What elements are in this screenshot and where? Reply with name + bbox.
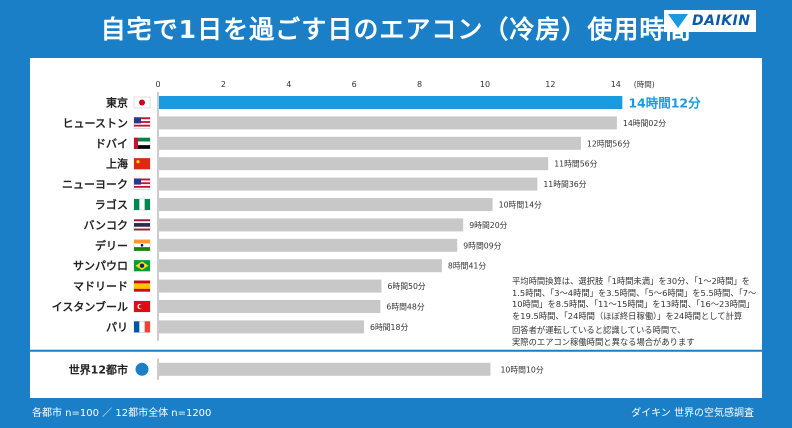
data-label-10: 6時間48分: [386, 303, 424, 312]
bar-0: [159, 96, 623, 109]
calculation-note-line: 平均時間換算は、選択肢「1時間未満」を30分、「1〜2時間」を: [512, 276, 750, 286]
perception-note: 回答者が運転していると認識している時間で、 実際のエアコン稼働時間と異なる場合があ…: [512, 325, 695, 348]
summary-bar: [159, 362, 491, 376]
x-tick-label-6: 12: [545, 80, 555, 89]
bar-10: [159, 300, 381, 313]
x-tick-label-2: 4: [286, 80, 291, 89]
perception-note-line: 回答者が運転していると認識している時間で、: [512, 325, 686, 335]
x-tick-label-7: 14: [611, 80, 621, 89]
flag-india-icon: [133, 239, 151, 252]
daikin-logo: DAIKIN: [664, 10, 756, 32]
x-tick-label-0: 0: [155, 80, 160, 89]
bar-5: [159, 198, 493, 211]
perception-note-line: 実際のエアコン稼働時間と異なる場合があります: [512, 336, 695, 347]
summary-label: 世界12都市: [69, 362, 128, 376]
header: 自宅で1日を過ごす日のエアコン（冷房）使用時間 DAIKIN: [0, 0, 792, 58]
category-label-2: ドバイ: [95, 137, 128, 150]
bar-2: [159, 136, 581, 150]
logo-text: DAIKIN: [692, 13, 751, 29]
page-title: 自宅で1日を過ごす日のエアコン（冷房）使用時間: [100, 15, 692, 44]
x-tick-label-4: 8: [417, 80, 422, 89]
data-label-11: 6時間18分: [370, 323, 408, 332]
flag-china-icon: [133, 157, 151, 170]
data-label-1: 14時間02分: [623, 119, 666, 128]
category-label-9: マドリード: [73, 280, 128, 293]
flag-japan-icon: [133, 96, 151, 109]
bar-6: [159, 218, 464, 232]
flag-turkey-icon: [133, 300, 151, 313]
x-tick-label-1: 2: [221, 80, 226, 89]
sample-size-note: 各都市 n=100 ／ 12都市全体 n=1200: [32, 408, 212, 419]
category-label-5: ラゴス: [95, 198, 128, 212]
category-label-8: サンパウロ: [73, 260, 128, 273]
data-label-6: 9時間20分: [469, 221, 507, 230]
flag-france-icon: [133, 321, 151, 333]
flag-nigeria-icon: [133, 198, 151, 211]
x-tick-label-3: 6: [352, 80, 357, 89]
category-label-4: ニューヨーク: [62, 178, 128, 191]
category-label-3: 上海: [106, 157, 128, 171]
daikin-logo-icon: [668, 14, 688, 28]
data-label-0: 14時間12分: [628, 96, 701, 111]
flag-usa-icon: [133, 178, 151, 190]
data-label-4: 11時間36分: [543, 180, 586, 189]
footer: 各都市 n=100 ／ 12都市全体 n=1200 ダイキン 世界の空気感調査: [0, 398, 792, 428]
bar-1: [159, 116, 617, 130]
bar-3: [159, 157, 549, 171]
category-label-7: デリー: [95, 238, 128, 252]
data-label-9: 6時間50分: [387, 282, 425, 291]
flag-thailand-icon: [133, 219, 151, 231]
chart-panel: 0 2 4 6 8 10 12 14 (時間) 東京 14時間12分ヒューストン 14時間02分ドバイ…: [30, 58, 762, 398]
bar-8: [159, 259, 442, 273]
bar-9: [159, 279, 382, 293]
x-unit-label: (時間): [634, 80, 655, 89]
calculation-note-line: 1.5時間、「3〜4時間」を3.5時間、「5〜6時間」を5.5時間、「7〜: [512, 287, 757, 298]
globe-icon: [135, 362, 149, 376]
flag-usa-icon: [133, 117, 151, 129]
data-label-3: 11時間56分: [554, 160, 597, 169]
calculation-note: 平均時間換算は、選択肢「1時間未満」を30分、「1〜2時間」を 1.5時間、「3〜…: [512, 276, 756, 322]
calculation-note-line: 10時間」を8.5時間、「11〜15時間」を13時間、「16〜23時間」: [512, 299, 755, 309]
data-label-2: 12時間56分: [587, 139, 630, 148]
x-tick-label-5: 10: [480, 80, 490, 89]
category-label-1: ヒューストン: [63, 117, 128, 130]
category-label-6: バンコク: [83, 219, 128, 232]
category-label-10: イスタンブール: [52, 300, 128, 314]
flag-uae-icon: [133, 137, 151, 150]
category-label-0: 東京: [106, 96, 128, 110]
bar-4: [159, 177, 538, 191]
summary-data-label: 10時間10分: [500, 365, 543, 374]
data-label-8: 8時間41分: [448, 262, 486, 271]
bar-7: [159, 238, 458, 252]
data-label-7: 9時間09分: [463, 241, 501, 250]
bar-11: [159, 320, 365, 334]
flag-spain-icon: [133, 280, 151, 292]
flag-brazil-icon: [133, 259, 151, 272]
source-note: ダイキン 世界の空気感調査: [631, 408, 754, 419]
category-label-11: パリ: [106, 321, 128, 334]
data-label-5: 10時間14分: [499, 201, 542, 210]
calculation-note-line: を19.5時間、「24時間（ほぼ終日稼働）」を24時間として計算: [512, 310, 743, 321]
